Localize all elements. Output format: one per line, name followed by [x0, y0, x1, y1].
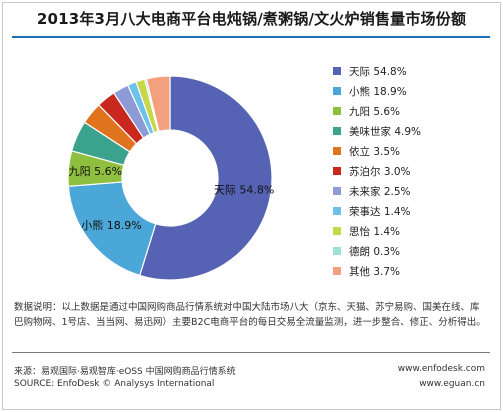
- legend-label-7: 荣事达 1.4%: [349, 205, 411, 218]
- svg-text:天际 54.8%: 天际 54.8%: [214, 183, 274, 196]
- legend-label-0: 天际 54.8%: [349, 66, 407, 78]
- slice-data-label-0: 天际 54.8%: [214, 183, 274, 196]
- description-text: 以上数据是通过中国网购商品行情系统对中国大陆市场八大（京东、天猫、苏宁易购、国美…: [14, 302, 486, 328]
- donut-slice-10: [145, 75, 171, 133]
- legend-swatch-2: [333, 107, 341, 115]
- legend-label-10: 其他 3.7%: [349, 265, 400, 278]
- source-line-en: SOURCE: EnfoDesk © Analysys Internationa…: [14, 379, 215, 389]
- chart-title: 2013年3月八大电商平台电炖锅/煮粥锅/文火炉销售量市场份额: [36, 10, 467, 28]
- legend-label-9: 德朗 0.3%: [349, 245, 400, 258]
- footer-separator: [12, 352, 490, 353]
- slice-data-label-1: 小熊 18.9%: [81, 218, 141, 232]
- legend-swatch-8: [333, 227, 341, 235]
- legend-swatch-1: [333, 87, 341, 95]
- legend-swatch-5: [333, 167, 341, 175]
- donut-slice-0: [138, 75, 273, 281]
- slice-data-label-2: 九阳 5.6%: [69, 165, 122, 178]
- legend-swatch-4: [333, 147, 341, 155]
- donut-slice-1: [67, 181, 157, 277]
- legend-swatch-9: [333, 247, 341, 255]
- svg-text:小熊 18.9%: 小熊 18.9%: [81, 218, 141, 232]
- legend-swatch-0: [333, 67, 341, 75]
- legend-label-1: 小熊 18.9%: [349, 85, 407, 98]
- legend-label-8: 思怡 1.4%: [349, 225, 400, 238]
- donut-chart: 天际 54.8% 小熊 18.9% 九阳 5.6% 天际 54.8% 小熊 18.9% 九…: [67, 66, 421, 281]
- legend-label-5: 苏泊尔 3.0%: [349, 165, 411, 178]
- legend-swatch-3: [333, 127, 341, 135]
- legend-label-4: 依立 3.5%: [349, 145, 400, 158]
- legend-label-6: 未来家 2.5%: [349, 185, 411, 198]
- title-rule: [12, 36, 490, 38]
- url-eguan: www.eguan.cn: [419, 379, 485, 389]
- legend-label-2: 九阳 5.6%: [349, 106, 400, 118]
- source-line-cn: 来源：易观国际·易观智库·eOSS 中国网购商品行情系统: [14, 367, 236, 377]
- legend-label-3: 美味世家 4.9%: [349, 125, 421, 138]
- svg-text:九阳 5.6%: 九阳 5.6%: [69, 165, 122, 178]
- legend-swatch-10: [333, 267, 341, 275]
- url-enfodesk: www.enfodesk.com: [397, 364, 485, 374]
- data-description: 数据说明：以上数据是通过中国网购商品行情系统对中国大陆市场八大（京东、天猫、苏宁…: [14, 300, 489, 330]
- legend-swatch-7: [333, 207, 341, 215]
- legend-swatch-6: [333, 187, 341, 195]
- description-label: 数据说明：: [14, 302, 62, 313]
